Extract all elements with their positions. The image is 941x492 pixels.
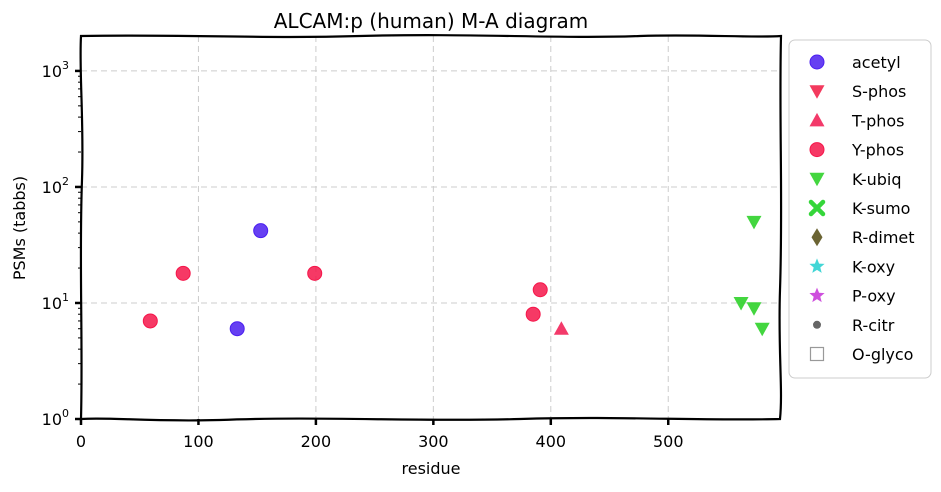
data-point-acetyl [253, 223, 269, 239]
legend-label-k-oxy: K-oxy [852, 257, 895, 276]
data-point-y-phos [175, 265, 191, 281]
legend-marker-k-sumo [808, 199, 826, 217]
legend-marker-acetyl [809, 54, 825, 70]
data-point-k-ubiq [746, 215, 762, 230]
y-tick-label: 102 [42, 175, 69, 197]
legend-label-y-phos: Y-phos [851, 141, 904, 160]
x-tick-label: 300 [418, 432, 449, 451]
legend-label-s-phos: S-phos [852, 82, 906, 101]
data-point-acetyl [229, 321, 245, 337]
data-point-t-phos [553, 321, 569, 335]
legend-marker-s-phos [809, 85, 825, 99]
legend-box [788, 39, 932, 379]
points-layer [142, 215, 770, 337]
legend-label-k-ubiq: K-ubiq [852, 170, 901, 189]
y-tick-label: 103 [42, 59, 69, 81]
legend-marker-k-ubiq [809, 172, 825, 187]
legend-marker-o-glyco [809, 346, 825, 362]
x-tick-label: 200 [301, 432, 332, 451]
y-tick-label: 100 [42, 407, 69, 429]
x-tick-label: 400 [536, 432, 567, 451]
data-point-y-phos [525, 306, 541, 322]
legend-label-r-citr: R-citr [852, 316, 895, 335]
legend-label-r-dimet: R-dimet [852, 228, 915, 247]
data-point-k-ubiq [754, 322, 770, 337]
legend-label-t-phos: T-phos [851, 111, 905, 130]
x-tick-label: 100 [183, 432, 214, 451]
legend-label-p-oxy: P-oxy [852, 287, 896, 306]
x-axis-label: residue [402, 459, 461, 478]
y-axis-label: PSMs (tabbs) [10, 176, 29, 280]
data-point-k-ubiq [733, 296, 749, 311]
data-point-y-phos [142, 313, 158, 329]
legend-marker-y-phos [809, 142, 825, 158]
y-tick-label: 101 [42, 291, 69, 313]
legend-label-k-sumo: K-sumo [852, 199, 910, 218]
legend: acetyl S-phos T-phos Y-phos K-ubiq K-sumo R-di… [788, 39, 932, 379]
legend-marker-p-oxy [809, 287, 825, 303]
data-point-k-ubiq [746, 302, 762, 316]
legend-marker-k-oxy [809, 258, 825, 273]
data-point-y-phos [307, 265, 323, 281]
legend-marker-t-phos [809, 112, 825, 127]
legend-marker-r-dimet [811, 228, 823, 247]
x-tick-label: 0 [76, 432, 86, 451]
data-point-y-phos [532, 282, 548, 298]
legend-label-acetyl: acetyl [852, 53, 901, 72]
ticks-layer: 0 100 200 300 400 500 100 101 102 103 [42, 59, 684, 451]
chart-title: ALCAM:p (human) M-A diagram [274, 9, 588, 33]
x-tick-label: 500 [653, 432, 684, 451]
grid-layer [81, 36, 781, 419]
plot-frame [79, 34, 783, 422]
legend-marker-r-citr [813, 320, 821, 329]
legend-label-o-glyco: O-glyco [852, 345, 913, 364]
